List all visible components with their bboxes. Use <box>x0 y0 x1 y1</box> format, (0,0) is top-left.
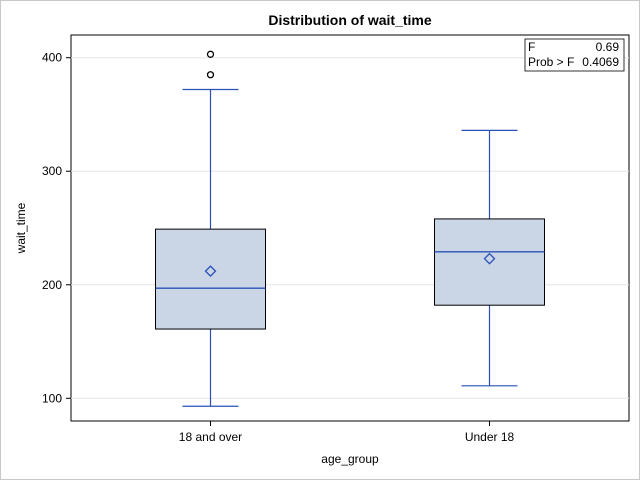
stats-inset-border <box>524 38 625 72</box>
y-tick-label: 200 <box>42 278 62 292</box>
inset-prob-value: 0.4069 <box>582 55 619 69</box>
grid-lines <box>71 57 629 399</box>
y-axis-label: wait_time <box>14 202 28 254</box>
box-iqr <box>434 218 545 306</box>
mean-marker <box>204 265 217 278</box>
box-group <box>434 129 545 387</box>
box-group <box>155 50 266 407</box>
box-iqr <box>155 228 266 330</box>
inset-f-value: 0.69 <box>596 40 620 54</box>
outlier-point <box>206 71 215 79</box>
y-tick-label: 400 <box>42 51 62 65</box>
plot-area <box>70 34 630 422</box>
mean-marker <box>483 252 496 265</box>
y-tick-label: 300 <box>42 164 62 178</box>
x-axis-ticks: 18 and over Under 18 <box>179 421 515 444</box>
y-tick-label: 100 <box>42 391 62 405</box>
inset-prob-label: Prob > F <box>528 55 574 69</box>
inset-f-label: F <box>528 40 535 54</box>
box-series <box>155 50 545 407</box>
x-axis-label: age_group <box>321 452 379 466</box>
x-tick-label: Under 18 <box>465 430 515 444</box>
y-axis-ticks: 100 200 300 400 <box>42 51 71 405</box>
chart-title: Distribution of wait_time <box>268 12 432 28</box>
x-tick-label: 18 and over <box>179 430 242 444</box>
outlier-point <box>206 50 215 58</box>
stats-inset: F 0.69 Prob > F 0.4069 <box>524 38 625 72</box>
